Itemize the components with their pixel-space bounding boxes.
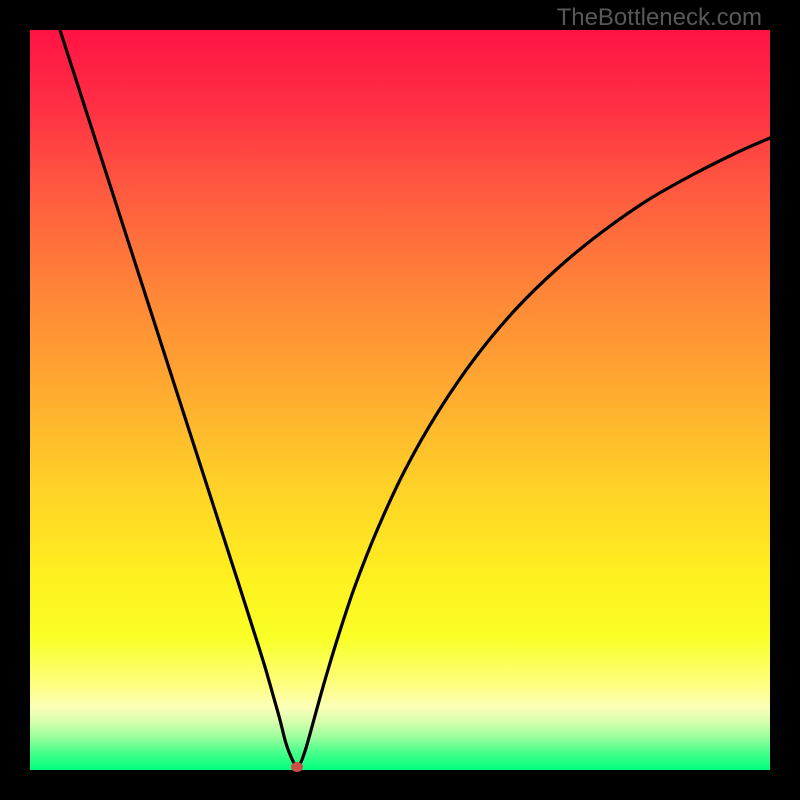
optimal-point-marker (291, 762, 303, 772)
watermark-text: TheBottleneck.com (557, 4, 762, 32)
plot-area (30, 30, 770, 770)
chart-container: TheBottleneck.com (0, 0, 800, 800)
bottleneck-chart (0, 0, 800, 800)
